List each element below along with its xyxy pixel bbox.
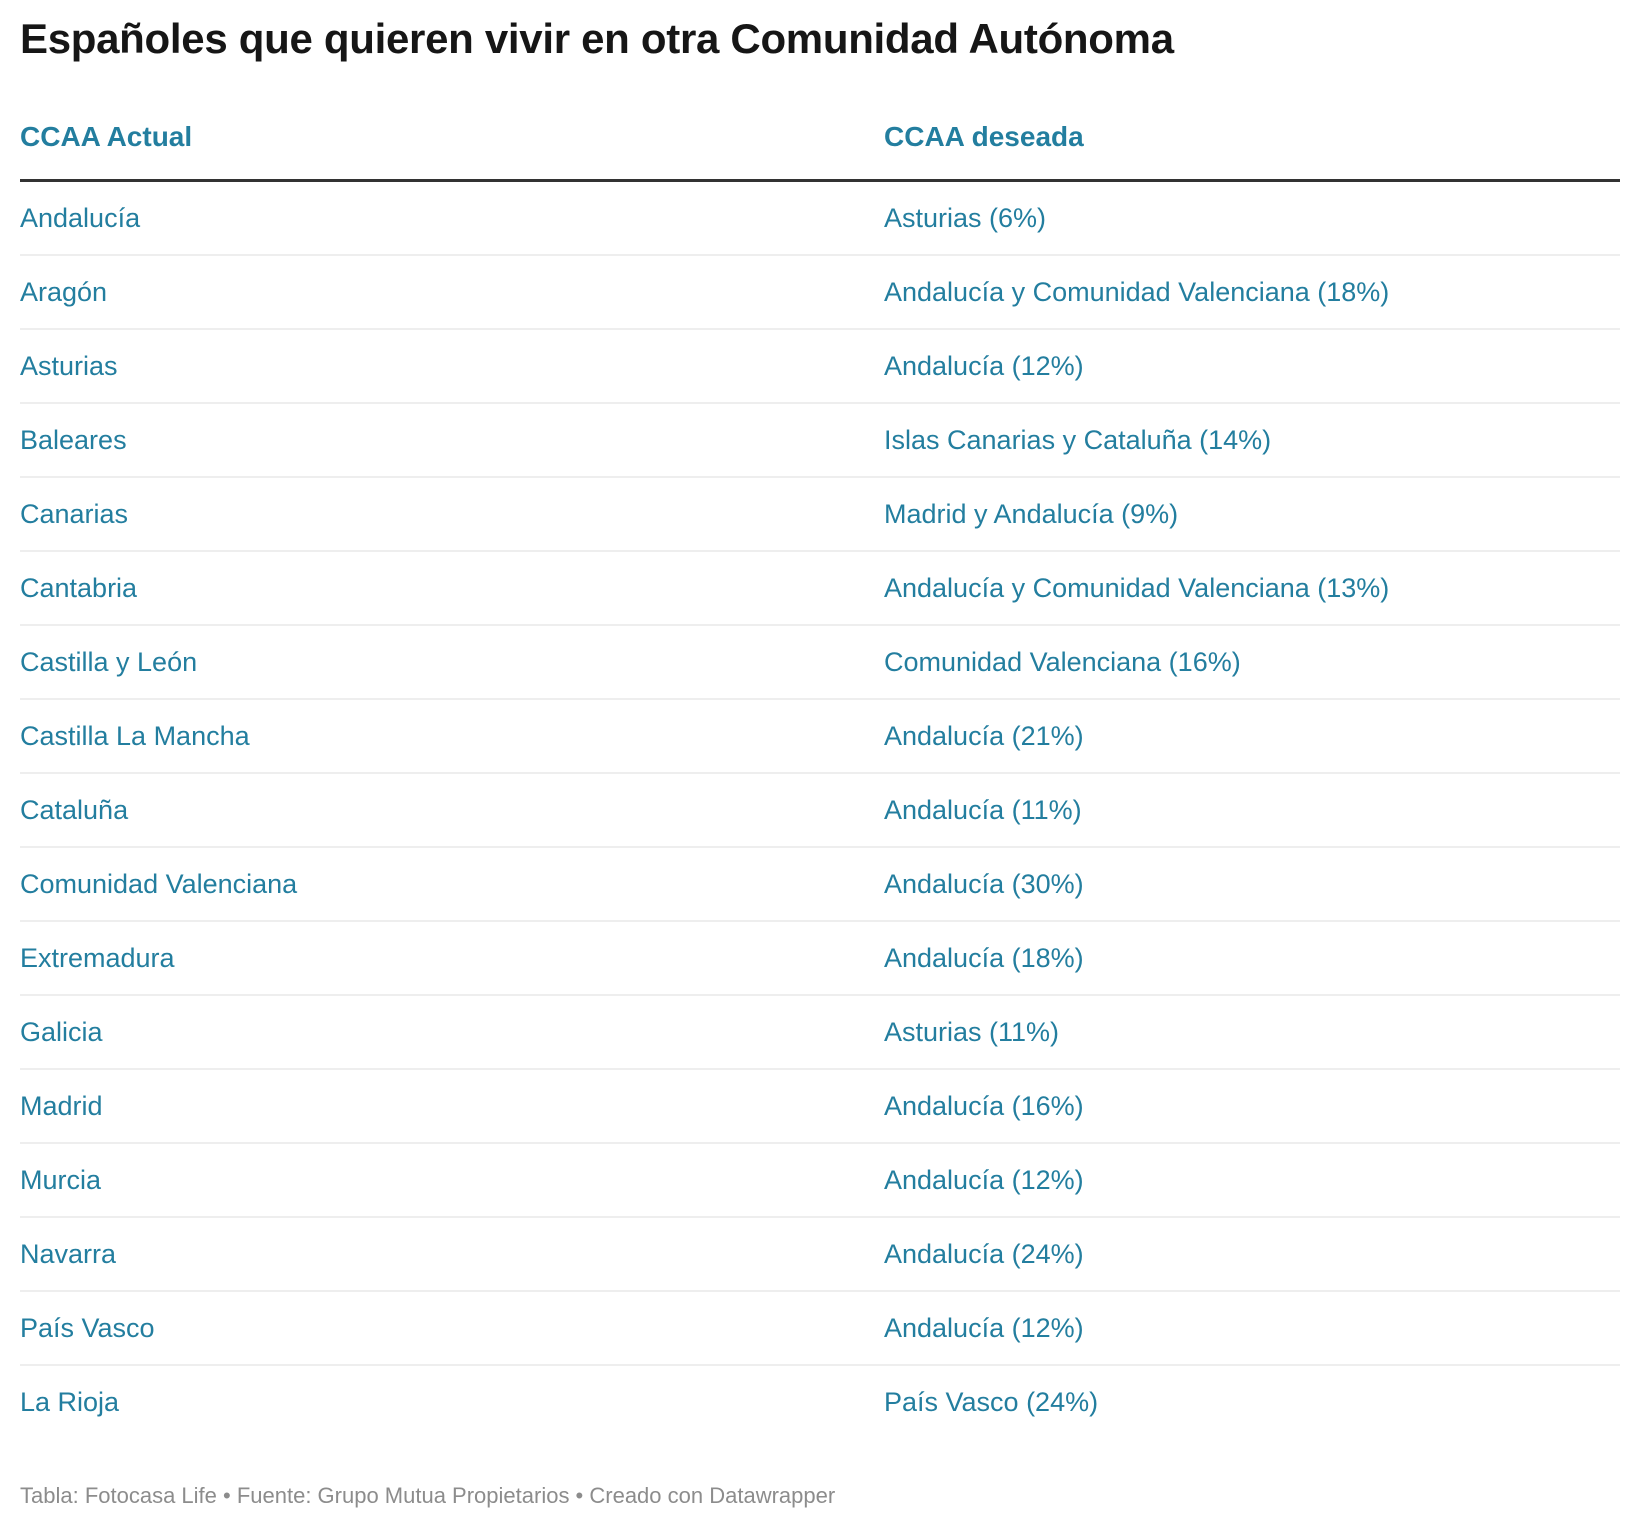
table-row: Comunidad Valenciana Andalucía (30%) (20, 847, 1620, 922)
cell-ccaa-deseada: Islas Canarias y Cataluña (14%) (884, 403, 1620, 478)
cell-ccaa-actual: La Rioja (20, 1387, 120, 1417)
cell-ccaa-deseada: Andalucía (30%) (884, 847, 1620, 922)
cell-ccaa-deseada: Andalucía (11%) (884, 773, 1620, 848)
cell-ccaa-actual: País Vasco (20, 1291, 884, 1366)
cell-ccaa-deseada: Andalucía (24%) (884, 1217, 1620, 1292)
cell-ccaa-actual: Canarias (20, 477, 884, 552)
cell-ccaa-deseada: Asturias (6%) (884, 180, 1620, 256)
cell-ccaa-actual: Comunidad Valenciana (20, 847, 884, 922)
table-row: Extremadura Andalucía (18%) (20, 921, 1620, 996)
table-row: Cantabria Andalucía y Comunidad Valencian… (20, 551, 1620, 626)
cell-ccaa-deseada: Andalucía (12%) (884, 1291, 1620, 1366)
table-body: Andalucía Asturias (6%) Aragón Andalucía y … (20, 180, 1620, 1439)
cell-ccaa-deseada: Andalucía (12%) (884, 1143, 1620, 1218)
table-row: La Rioja País Vasco (24%) (20, 1365, 1620, 1438)
cell-ccaa-deseada: Andalucía (21%) (884, 699, 1620, 774)
data-table: CCAA Actual CCAA deseada Andalucía Asturi… (20, 121, 1620, 1438)
cell-ccaa-actual: Baleares (20, 403, 884, 478)
column-header-ccaa-deseada: CCAA deseada (884, 121, 1620, 182)
table-row: Andalucía Asturias (6%) (20, 180, 1620, 256)
cell-ccaa-actual: Cantabria (20, 551, 884, 626)
cell-ccaa-deseada: Andalucía y Comunidad Valenciana (18%) (884, 255, 1620, 330)
cell-ccaa-deseada: Asturias (11%) (884, 995, 1620, 1070)
table-row: Navarra Andalucía (24%) (20, 1217, 1620, 1292)
table-row: Murcia Andalucía (12%) (20, 1143, 1620, 1218)
table-row: Madrid Andalucía (16%) (20, 1069, 1620, 1144)
table-row: Aragón Andalucía y Comunidad Valenciana (… (20, 255, 1620, 330)
cell-ccaa-actual: Galicia (20, 995, 884, 1070)
cell-ccaa-deseada: País Vasco (24%) (884, 1387, 1099, 1417)
cell-ccaa-deseada: Madrid y Andalucía (9%) (884, 477, 1620, 552)
cell-ccaa-actual: Andalucía (20, 180, 884, 256)
cell-ccaa-deseada: Andalucía (12%) (884, 329, 1620, 404)
cell-ccaa-deseada: Comunidad Valenciana (16%) (884, 625, 1620, 700)
table-row: Cataluña Andalucía (11%) (20, 773, 1620, 848)
column-header-ccaa-actual: CCAA Actual (20, 121, 884, 182)
table-row: Baleares Islas Canarias y Cataluña (14%) (20, 403, 1620, 478)
cell-ccaa-actual: Extremadura (20, 921, 884, 996)
cell-ccaa-deseada: Andalucía y Comunidad Valenciana (13%) (884, 551, 1620, 626)
cell-ccaa-deseada: Andalucía (18%) (884, 921, 1620, 996)
table-row: Castilla La Mancha Andalucía (21%) (20, 699, 1620, 774)
cell-ccaa-actual: Castilla La Mancha (20, 699, 884, 774)
cell-ccaa-actual: Madrid (20, 1069, 884, 1144)
table-row: Castilla y León Comunidad Valenciana (16%… (20, 625, 1620, 700)
page-title: Españoles que quieren vivir en otra Comu… (20, 15, 1174, 62)
header-row: CCAA Actual CCAA deseada (20, 121, 1620, 182)
cell-ccaa-actual: Navarra (20, 1217, 884, 1292)
cell-ccaa-actual: Cataluña (20, 773, 884, 848)
cell-ccaa-actual: Castilla y León (20, 625, 884, 700)
table-footer-credits: Tabla: Fotocasa Life • Fuente: Grupo Mut… (20, 1483, 836, 1508)
table-row: Galicia Asturias (11%) (20, 995, 1620, 1070)
cell-ccaa-actual: Asturias (20, 329, 884, 404)
table-row: Canarias Madrid y Andalucía (9%) (20, 477, 1620, 552)
table-row: País Vasco Andalucía (12%) (20, 1291, 1620, 1366)
cell-ccaa-actual: Aragón (20, 255, 884, 330)
cell-ccaa-actual: Murcia (20, 1143, 884, 1218)
cell-ccaa-deseada: Andalucía (16%) (884, 1069, 1620, 1144)
table-row: Asturias Andalucía (12%) (20, 329, 1620, 404)
